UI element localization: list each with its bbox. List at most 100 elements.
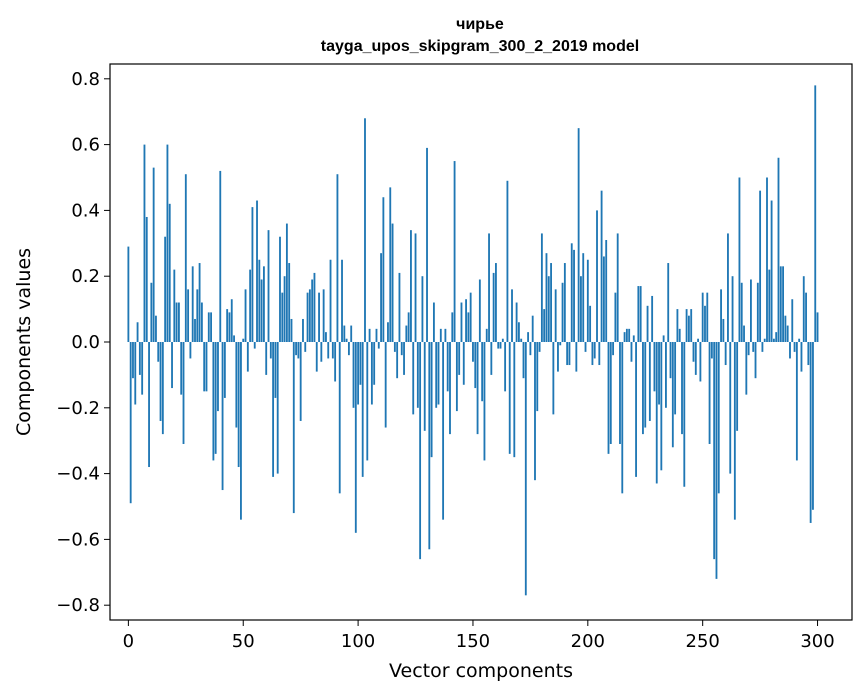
bar (472, 342, 474, 362)
bar (768, 269, 771, 342)
bar (265, 342, 268, 375)
bar (230, 299, 233, 342)
bar (198, 263, 201, 342)
bar (495, 263, 497, 342)
bar (736, 342, 739, 431)
bar (791, 299, 794, 342)
bar (210, 312, 212, 342)
bar (566, 342, 569, 366)
bar (729, 342, 732, 474)
bar (164, 236, 167, 342)
bar (246, 342, 249, 372)
bar (816, 312, 819, 342)
bar (795, 342, 798, 461)
bar (605, 240, 608, 342)
bar (412, 342, 415, 415)
bar (237, 342, 240, 468)
bar (368, 328, 371, 342)
bar (203, 342, 206, 392)
bar (600, 190, 603, 342)
bar (710, 342, 713, 359)
bar (244, 289, 247, 342)
bar (667, 263, 670, 342)
x-tick-label: 200 (571, 631, 605, 652)
y-tick-label: −0.8 (56, 595, 100, 616)
y-tick-label: 0.4 (71, 200, 100, 221)
bar (674, 342, 677, 415)
bar (129, 342, 132, 504)
bar (596, 210, 598, 342)
bar (150, 282, 153, 342)
y-tick-label: −0.6 (56, 529, 100, 550)
bar (720, 289, 722, 342)
bar (646, 305, 649, 342)
bar (687, 315, 690, 342)
bar (384, 342, 387, 428)
bar (260, 279, 263, 342)
bar (534, 342, 536, 481)
bar (550, 263, 552, 342)
bar (580, 276, 582, 342)
bar (288, 263, 291, 342)
bar (733, 342, 736, 520)
bar (738, 177, 741, 342)
y-axis-label: Components values (13, 248, 35, 436)
bar (807, 342, 810, 366)
bar (520, 338, 523, 342)
bar (547, 276, 550, 342)
bar (598, 342, 601, 366)
bar (373, 342, 376, 385)
bar (557, 342, 559, 372)
bar (683, 342, 686, 487)
bar (132, 342, 134, 379)
bar (347, 342, 350, 356)
bar (635, 342, 637, 477)
bar (614, 292, 617, 342)
bar (481, 342, 484, 402)
bar (205, 342, 208, 392)
bar (400, 342, 403, 356)
bar (318, 292, 320, 342)
bar (775, 332, 778, 342)
bar (398, 272, 401, 342)
bar (145, 216, 148, 342)
bar (380, 253, 382, 342)
bar (432, 302, 435, 342)
bar (665, 342, 667, 408)
bar (161, 342, 164, 435)
bar (389, 187, 392, 342)
bar (469, 292, 472, 342)
bar (478, 279, 481, 342)
bar (228, 312, 231, 342)
y-axis-ticks: −0.8 −0.6 −0.4 −0.2 0.0 0.2 0.4 0.6 0.8 (56, 69, 110, 616)
bar (189, 342, 192, 359)
bar (396, 342, 399, 379)
bar (361, 342, 364, 477)
bar (722, 318, 725, 342)
bar (690, 309, 693, 342)
bar (522, 342, 525, 379)
bar (407, 312, 410, 342)
bar (336, 174, 339, 342)
bar (462, 342, 465, 385)
bar (191, 266, 194, 342)
bar (276, 342, 279, 474)
bar (267, 230, 270, 342)
bar (632, 335, 635, 342)
bar (607, 342, 610, 454)
bar (423, 342, 426, 431)
bar (708, 342, 711, 444)
bar (325, 332, 327, 342)
bar (754, 342, 757, 379)
bar (341, 259, 343, 342)
bar (393, 342, 396, 352)
bar (488, 233, 490, 342)
bar (563, 263, 566, 342)
bar (756, 282, 759, 342)
bar (446, 342, 449, 392)
bar (403, 342, 405, 375)
bar (577, 128, 580, 342)
bar (793, 342, 796, 352)
bar (306, 292, 309, 342)
